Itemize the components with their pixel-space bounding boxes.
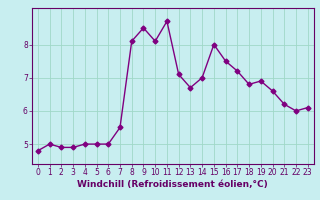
- X-axis label: Windchill (Refroidissement éolien,°C): Windchill (Refroidissement éolien,°C): [77, 180, 268, 189]
